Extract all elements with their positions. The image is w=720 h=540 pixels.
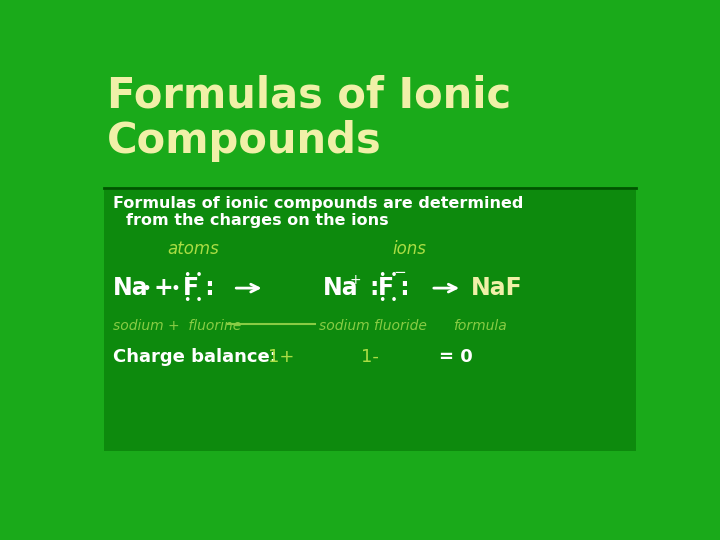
Text: Formulas of ionic compounds are determined: Formulas of ionic compounds are determin…	[113, 195, 523, 211]
Text: Na: Na	[323, 276, 358, 300]
Text: atoms: atoms	[168, 240, 220, 258]
Text: formula: formula	[453, 319, 506, 333]
Text: Charge balance:: Charge balance:	[113, 348, 277, 366]
Text: Na: Na	[113, 276, 149, 300]
Text: ions: ions	[392, 240, 426, 258]
Text: • •: • •	[184, 294, 202, 307]
Text: Compounds: Compounds	[107, 120, 382, 162]
Text: • •: • •	[379, 268, 398, 281]
Text: 1+: 1+	[269, 348, 294, 366]
Text: •: •	[141, 280, 151, 298]
Text: F: F	[378, 276, 395, 300]
Text: +: +	[153, 276, 174, 300]
Text: sodium fluoride: sodium fluoride	[319, 319, 426, 333]
Text: Formulas of Ionic: Formulas of Ionic	[107, 74, 511, 116]
Text: :: :	[392, 276, 410, 300]
Text: :: :	[197, 276, 215, 300]
Text: sodium +  fluorine: sodium + fluorine	[113, 319, 241, 333]
Text: :: :	[369, 276, 379, 300]
Text: • •: • •	[184, 268, 202, 281]
Text: −: −	[394, 265, 407, 280]
Text: NaF: NaF	[472, 276, 523, 300]
Text: • •: • •	[379, 294, 398, 307]
Text: F: F	[183, 276, 199, 300]
Text: from the charges on the ions: from the charges on the ions	[126, 213, 388, 228]
Bar	[104, 190, 636, 451]
Text: •: •	[171, 280, 181, 298]
Text: +: +	[350, 273, 361, 287]
Text: = 0: = 0	[438, 348, 472, 366]
Text: 1-: 1-	[361, 348, 379, 366]
